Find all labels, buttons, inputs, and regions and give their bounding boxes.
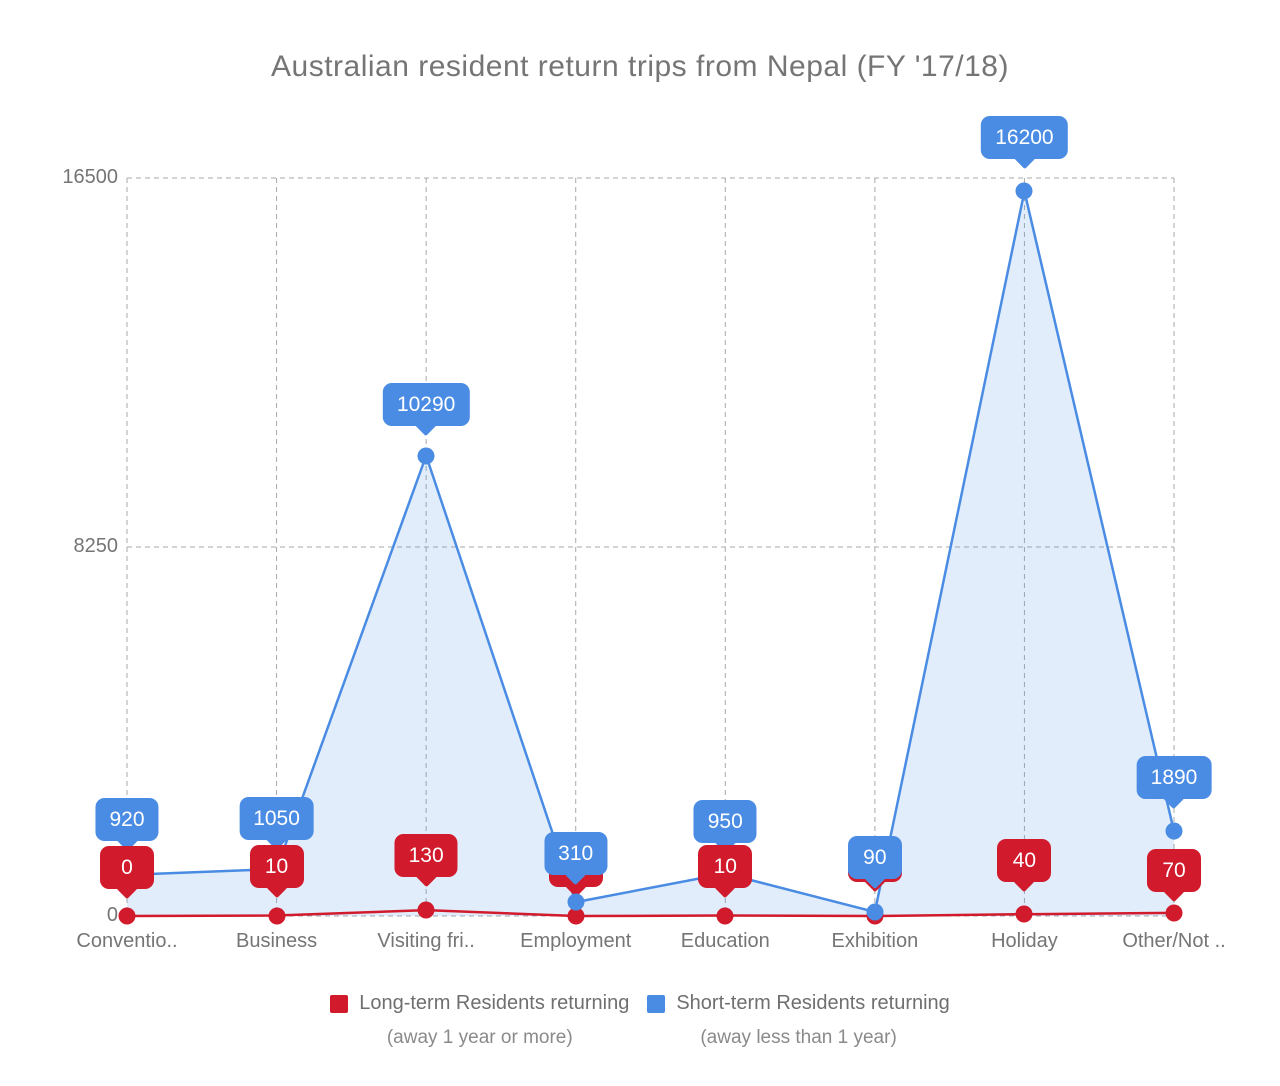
marker-short-term-8[interactable]	[1165, 822, 1183, 840]
annotation-short-term-1[interactable]: 920	[95, 798, 159, 841]
marker-short-term-6[interactable]	[866, 903, 884, 921]
annotation-long-term-2[interactable]: 10	[249, 845, 304, 888]
y-axis-tick-label: 8250	[73, 535, 119, 557]
legend-item-long-term: Long-term Residents returning (away 1 ye…	[330, 992, 629, 1049]
annotation-long-term-3[interactable]: 130	[394, 834, 458, 877]
x-axis-label-5: Education	[680, 930, 770, 952]
marker-long-term-5[interactable]	[716, 907, 734, 925]
legend: Long-term Residents returning (away 1 ye…	[0, 992, 1280, 1049]
legend-item-short-term: Short-term Residents returning (away les…	[647, 992, 950, 1049]
legend-swatch-long-term	[330, 994, 349, 1013]
x-axis-label-8: Other/Not ..	[1122, 930, 1226, 952]
annotation-long-term-7[interactable]: 40	[997, 839, 1052, 882]
long-term-line	[126, 908, 1175, 918]
y-axis-tick-label: 16500	[62, 166, 118, 188]
x-axis-label-1: Conventio..	[76, 930, 178, 952]
annotation-long-term-1[interactable]: 0	[100, 846, 154, 889]
x-axis-label-6: Exhibition	[831, 930, 919, 952]
annotation-short-term-2[interactable]: 1050	[239, 797, 314, 840]
marker-short-term-7[interactable]	[1015, 182, 1033, 200]
annotation-short-term-6[interactable]: 90	[847, 836, 902, 879]
marker-long-term-2[interactable]	[268, 907, 286, 925]
x-axis-label-3: Visiting fri..	[377, 930, 475, 952]
legend-label-short-term: Short-term Residents returning	[676, 992, 950, 1014]
marker-long-term-3[interactable]	[417, 901, 435, 919]
marker-long-term-4[interactable]	[567, 907, 585, 925]
y-axis-tick-label: 0	[106, 904, 118, 926]
annotation-short-term-7[interactable]: 16200	[981, 116, 1068, 159]
legend-sublabel-long-term: (away 1 year or more)	[386, 1027, 573, 1048]
annotation-short-term-4[interactable]: 310	[544, 832, 608, 875]
x-axis-label-2: Business	[235, 930, 318, 952]
marker-long-term-1[interactable]	[118, 907, 136, 925]
legend-sublabel-short-term: (away less than 1 year)	[700, 1027, 897, 1048]
annotation-short-term-3[interactable]: 10290	[382, 383, 470, 426]
legend-swatch-short-term	[647, 994, 666, 1013]
x-axis-label-7: Holiday	[991, 930, 1058, 952]
marker-short-term-3[interactable]	[417, 447, 435, 465]
annotation-short-term-8[interactable]: 1890	[1136, 756, 1212, 799]
marker-long-term-7[interactable]	[1015, 905, 1033, 923]
x-axis-label-4: Employment	[520, 930, 632, 952]
marker-long-term-8[interactable]	[1165, 904, 1183, 922]
legend-label-long-term: Long-term Residents returning	[359, 992, 630, 1014]
annotation-short-term-5[interactable]: 950	[693, 800, 757, 843]
annotation-long-term-5[interactable]: 10	[698, 845, 753, 888]
chart-title: Australian resident return trips from Ne…	[271, 50, 1009, 83]
annotation-long-term-8[interactable]: 70	[1147, 849, 1201, 892]
marker-short-term-4[interactable]	[567, 893, 585, 911]
